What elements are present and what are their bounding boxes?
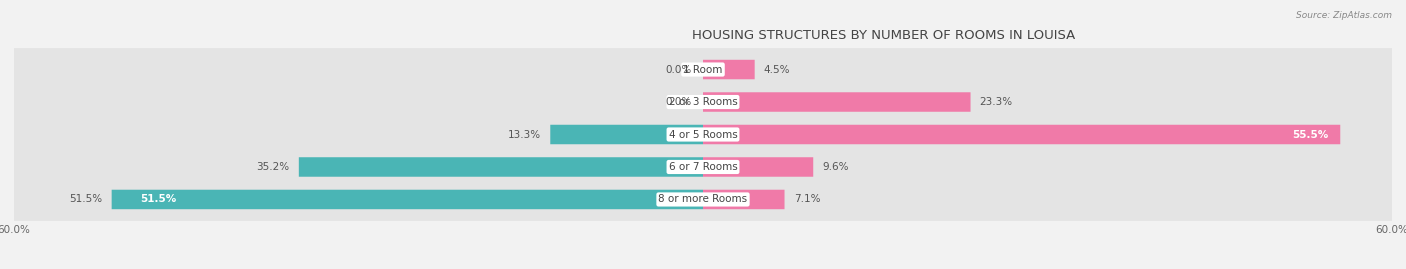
Text: 1 Room: 1 Room [683, 65, 723, 75]
FancyBboxPatch shape [299, 157, 703, 177]
Text: 7.1%: 7.1% [794, 194, 820, 204]
Text: 35.2%: 35.2% [256, 162, 290, 172]
Text: 51.5%: 51.5% [69, 194, 103, 204]
FancyBboxPatch shape [703, 190, 785, 209]
Text: 55.5%: 55.5% [1292, 129, 1329, 140]
FancyBboxPatch shape [111, 190, 703, 209]
FancyBboxPatch shape [11, 146, 1395, 188]
Text: 9.6%: 9.6% [823, 162, 849, 172]
Text: Source: ZipAtlas.com: Source: ZipAtlas.com [1296, 11, 1392, 20]
Text: 8 or more Rooms: 8 or more Rooms [658, 194, 748, 204]
FancyBboxPatch shape [703, 157, 813, 177]
FancyBboxPatch shape [11, 48, 1395, 91]
Text: 4 or 5 Rooms: 4 or 5 Rooms [669, 129, 737, 140]
Text: 6 or 7 Rooms: 6 or 7 Rooms [669, 162, 737, 172]
FancyBboxPatch shape [703, 92, 970, 112]
Text: 23.3%: 23.3% [980, 97, 1012, 107]
Text: 2 or 3 Rooms: 2 or 3 Rooms [669, 97, 737, 107]
Text: 4.5%: 4.5% [763, 65, 790, 75]
Text: 0.0%: 0.0% [665, 65, 692, 75]
FancyBboxPatch shape [11, 113, 1395, 156]
Text: HOUSING STRUCTURES BY NUMBER OF ROOMS IN LOUISA: HOUSING STRUCTURES BY NUMBER OF ROOMS IN… [692, 29, 1074, 42]
Text: 13.3%: 13.3% [508, 129, 541, 140]
Text: 51.5%: 51.5% [141, 194, 177, 204]
FancyBboxPatch shape [550, 125, 703, 144]
FancyBboxPatch shape [11, 81, 1395, 123]
Text: 0.0%: 0.0% [665, 97, 692, 107]
FancyBboxPatch shape [11, 178, 1395, 221]
FancyBboxPatch shape [703, 60, 755, 79]
FancyBboxPatch shape [703, 125, 1340, 144]
